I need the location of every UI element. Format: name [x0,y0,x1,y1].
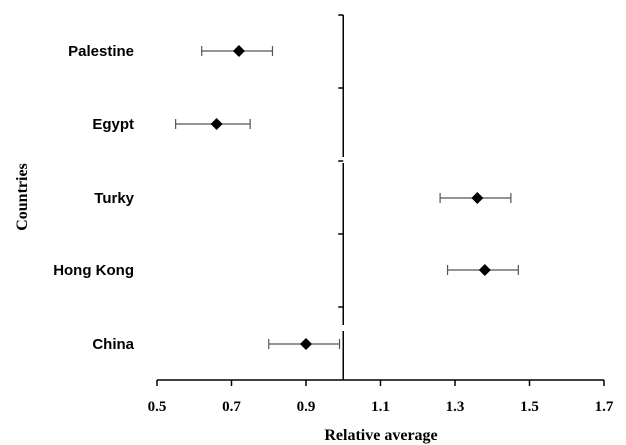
x-tick-label: 0.7 [222,399,241,415]
data-point [300,338,312,350]
data-point [478,264,491,276]
category-label: Egypt [92,116,134,133]
category-label: China [92,336,134,353]
data-point [232,45,245,57]
data-point [210,118,223,130]
x-tick-label: 1.7 [595,399,614,415]
category-label: Turky [94,190,134,207]
category-label: Hong Kong [53,262,134,279]
x-tick-label: 1.3 [446,399,465,415]
x-tick-label: 0.9 [297,399,316,415]
axis-labels: 0.5 0.7 0.9 1.1 1.3 1.5 1.7 Palestine Egypt Turky… [53,43,614,415]
y-axis-title: Countries [14,163,31,231]
x-axis-title: Relative average [324,427,437,444]
x-tick-label: 1.1 [371,399,390,415]
axes [156,14,605,386]
x-tick-label: 0.5 [148,399,167,415]
data-point [471,192,484,204]
plot-marks [175,45,519,350]
category-label: Palestine [68,43,134,60]
x-tick-label: 1.5 [520,399,539,415]
